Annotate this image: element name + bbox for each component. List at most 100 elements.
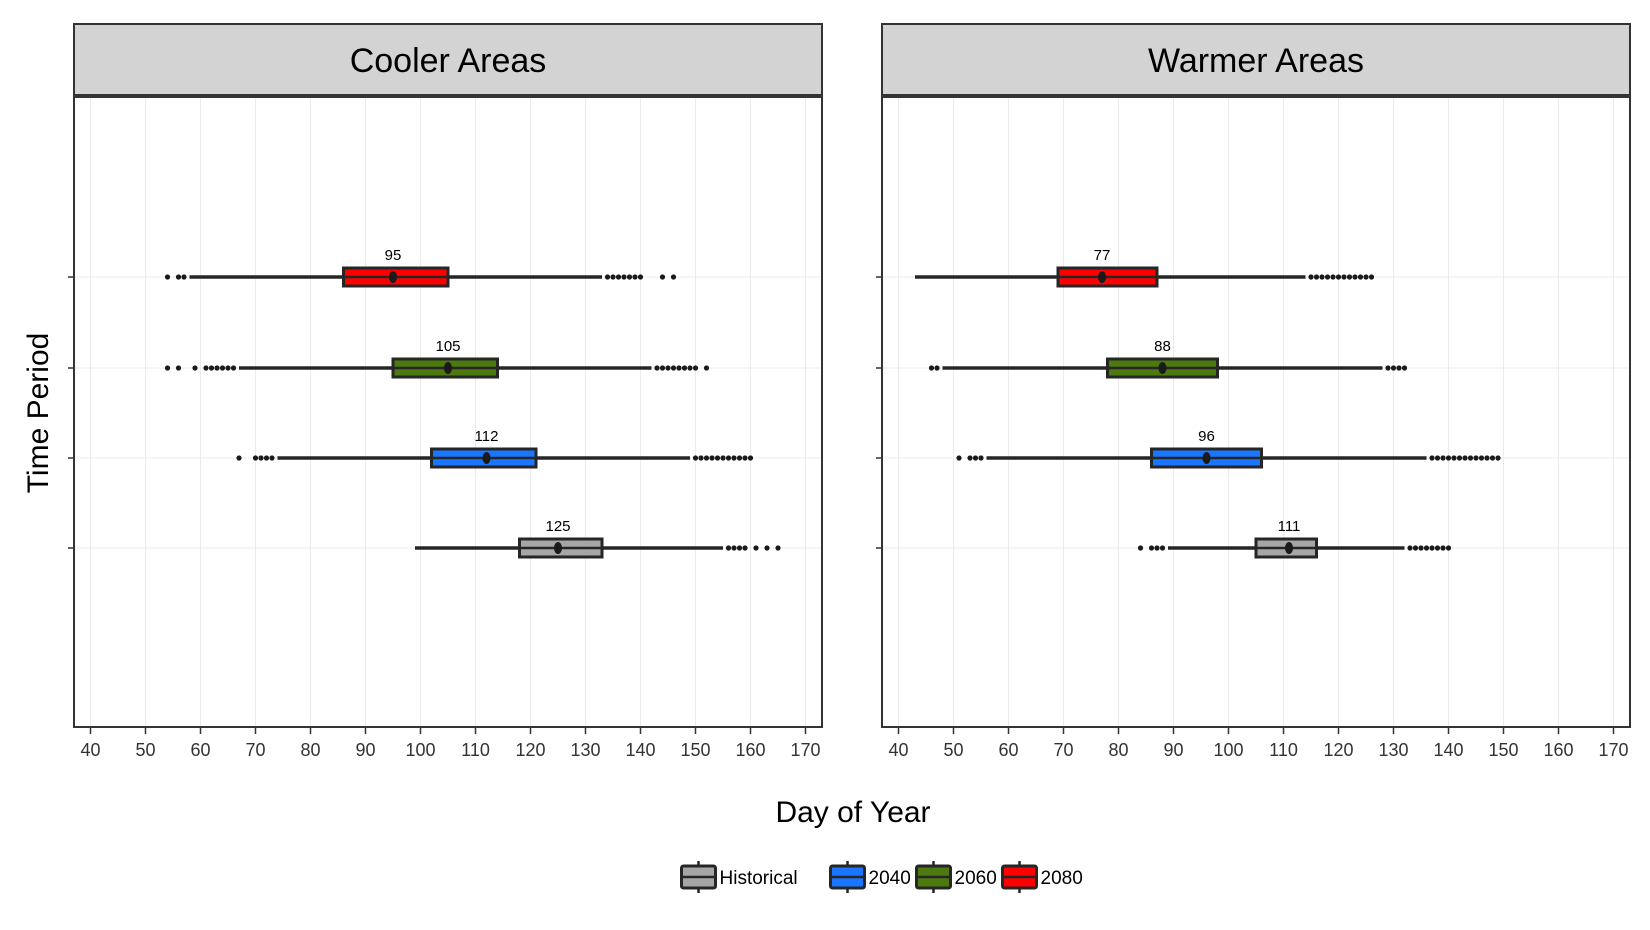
outlier-point — [1352, 274, 1358, 280]
outlier-point — [703, 455, 710, 461]
outlier-point — [621, 274, 627, 280]
outlier-point — [692, 455, 699, 461]
outlier-point — [230, 365, 237, 371]
outlier-point — [670, 274, 677, 280]
x-tick-label: 160 — [735, 740, 765, 760]
median-label: 77 — [1094, 247, 1111, 264]
y-axis-title: Time Period — [22, 333, 55, 494]
outlier-point — [742, 455, 748, 461]
outlier-point — [725, 545, 732, 551]
x-tick-label: 70 — [245, 740, 265, 760]
box-2060: 105 — [164, 338, 710, 379]
outlier-point — [967, 455, 973, 461]
box-2040: 112 — [236, 428, 754, 469]
outlier-point — [1401, 365, 1408, 371]
x-tick-label: 60 — [190, 740, 210, 760]
outlier-point — [1159, 545, 1166, 551]
outlier-point — [1429, 455, 1435, 461]
outlier-point — [1368, 274, 1375, 280]
outlier-point — [654, 365, 660, 371]
outlier-point — [192, 365, 198, 371]
outlier-point — [978, 455, 984, 461]
outlier-point — [1407, 545, 1413, 551]
outlier-point — [1456, 455, 1463, 461]
x-axis-title: Day of Year — [775, 796, 930, 829]
median-label: 111 — [1278, 518, 1301, 535]
outlier-point — [709, 455, 715, 461]
facet-panel: Warmer Areas 111 96 88 77 40 50 60 70 80 90 100 110 1… — [876, 23, 1631, 760]
outlier-point — [252, 455, 259, 461]
plot-background — [882, 97, 1630, 727]
outlier-point — [1346, 274, 1353, 280]
x-tick-label: 50 — [943, 740, 963, 760]
outlier-point — [725, 455, 732, 461]
outlier-point — [219, 365, 226, 371]
outlier-point — [1445, 545, 1452, 551]
outlier-point — [1330, 274, 1336, 280]
x-tick-label: 120 — [515, 740, 545, 760]
x-tick-label: 60 — [998, 740, 1018, 760]
outlier-point — [1451, 455, 1457, 461]
outlier-point — [1324, 274, 1331, 280]
outlier-point — [1473, 455, 1479, 461]
outlier-point — [775, 545, 781, 551]
outlier-point — [1429, 545, 1435, 551]
outlier-point — [731, 455, 737, 461]
outlier-point — [1423, 545, 1430, 551]
x-tick-label: 110 — [461, 740, 490, 760]
x-tick-label: 130 — [1378, 740, 1408, 760]
outlier-point — [208, 365, 215, 371]
outlier-point — [263, 455, 270, 461]
outlier-point — [1484, 455, 1490, 461]
outlier-point — [703, 365, 710, 371]
box-historical: 111 — [1137, 518, 1452, 559]
median-point — [389, 271, 397, 283]
box-2080: 95 — [164, 247, 677, 288]
median-label: 88 — [1154, 338, 1171, 355]
outlier-point — [269, 455, 275, 461]
legend-label: Historical — [720, 868, 798, 889]
box-2080: 77 — [915, 247, 1375, 288]
outlier-point — [1418, 545, 1424, 551]
facet-title: Warmer Areas — [1148, 42, 1364, 80]
median-label: 112 — [475, 428, 499, 445]
outlier-point — [164, 365, 171, 371]
median-point — [1098, 271, 1106, 283]
outlier-point — [659, 365, 666, 371]
outlier-point — [659, 274, 666, 280]
outlier-point — [956, 455, 962, 461]
outlier-point — [1390, 365, 1397, 371]
plot-background — [74, 97, 822, 727]
x-tick-label: 140 — [625, 740, 655, 760]
outlier-point — [236, 455, 242, 461]
median-point — [1202, 452, 1211, 464]
outlier-point — [934, 365, 940, 371]
outlier-point — [676, 365, 682, 371]
outlier-point — [1148, 545, 1155, 551]
outlier-point — [1434, 545, 1441, 551]
outlier-point — [665, 365, 671, 371]
outlier-point — [1489, 455, 1496, 461]
legend-label: 2080 — [1041, 868, 1083, 889]
outlier-point — [1440, 455, 1446, 461]
x-tick-label: 40 — [80, 740, 100, 760]
panel-border — [73, 96, 823, 728]
outlier-point — [1440, 545, 1446, 551]
outlier-point — [1308, 274, 1314, 280]
outlier-point — [615, 274, 622, 280]
x-tick-label: 90 — [1163, 740, 1183, 760]
outlier-point — [1335, 274, 1342, 280]
x-tick-label: 160 — [1543, 740, 1573, 760]
outlier-point — [747, 455, 754, 461]
outlier-point — [692, 365, 699, 371]
legend-label: 2060 — [955, 868, 997, 889]
outlier-point — [1478, 455, 1485, 461]
outlier-point — [258, 455, 264, 461]
outlier-point — [687, 365, 693, 371]
legend: Historical 2040 2060 2080 — [680, 861, 1083, 893]
median-point — [482, 452, 491, 464]
outlier-point — [1445, 455, 1452, 461]
median-label: 96 — [1198, 428, 1215, 445]
outlier-point — [164, 274, 171, 280]
